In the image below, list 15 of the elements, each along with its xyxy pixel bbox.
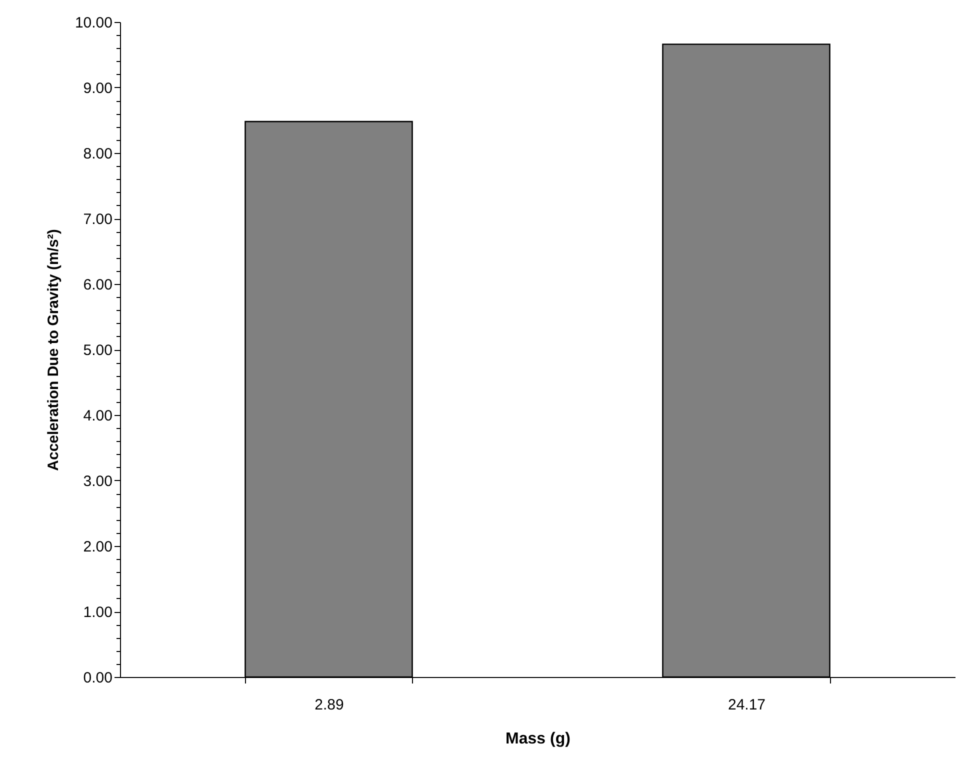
x-tick-label: 2.89 [314, 696, 344, 714]
y-tick-label: 10.00 [74, 14, 112, 32]
y-tick-label: 5.00 [83, 342, 112, 359]
y-tick-label: 6.00 [83, 276, 112, 294]
y-tick-label: 8.00 [83, 146, 112, 162]
x-tick-label: 24.17 [728, 696, 766, 714]
y-tick-label: 3.00 [83, 473, 112, 490]
y-tick-label: 0.00 [83, 670, 112, 686]
y-tick-label: 1.00 [83, 604, 112, 621]
y-tick-label: 4.00 [83, 408, 112, 424]
x-axis-title: Mass (g) [506, 730, 570, 748]
y-tick-label: 9.00 [83, 80, 112, 97]
y-tick-label: 2.00 [83, 538, 112, 556]
y-tick-label: 7.00 [83, 211, 112, 228]
y-axis-title: Acceleration Due to Gravity (m/s²) [44, 229, 62, 471]
